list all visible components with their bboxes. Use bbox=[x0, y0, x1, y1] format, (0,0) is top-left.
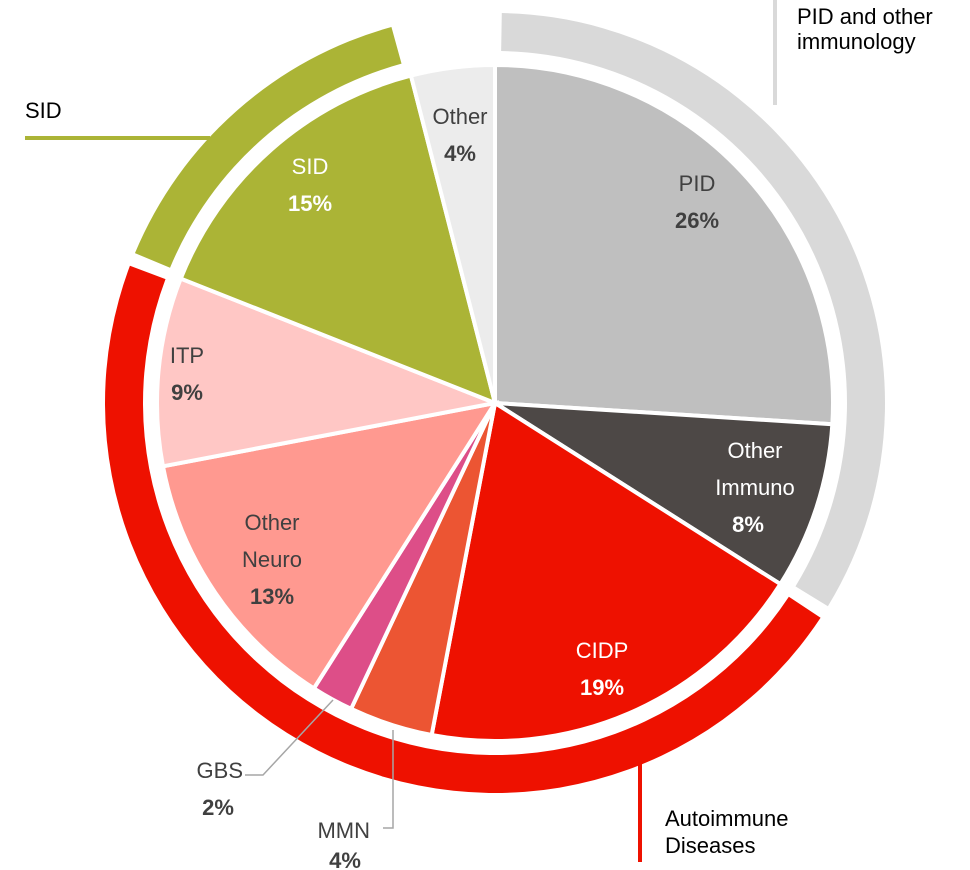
pie-slice bbox=[493, 401, 835, 587]
slice-label: CIDP bbox=[576, 638, 629, 663]
leader-line bbox=[383, 730, 394, 829]
slice-label: SID bbox=[292, 154, 329, 179]
slice-value-label: 9% bbox=[171, 380, 203, 405]
slice-label: Other Immuno bbox=[715, 438, 794, 500]
slice-value-label: 4% bbox=[329, 848, 361, 870]
slice-label: ITP bbox=[170, 343, 204, 368]
slice-label: Other bbox=[432, 104, 487, 129]
pie-slice bbox=[155, 275, 503, 469]
slice-label: Other Neuro bbox=[242, 510, 302, 572]
pie-slice bbox=[493, 62, 835, 427]
pie-slice bbox=[408, 62, 497, 404]
group-label: PID and other immunology bbox=[797, 4, 933, 54]
group-ring bbox=[134, 27, 402, 268]
slice-value-label: 15% bbox=[288, 191, 332, 216]
slice-label: PID bbox=[679, 171, 716, 196]
slice-label: GBS bbox=[197, 758, 243, 783]
group-ring bbox=[501, 13, 886, 607]
slice-label: MMN bbox=[317, 818, 370, 843]
pie-slice bbox=[160, 400, 500, 692]
slice-value-label: 19% bbox=[580, 675, 624, 700]
group-label: Autoimmune Diseases bbox=[665, 806, 789, 858]
slice-value-label: 26% bbox=[675, 208, 719, 233]
slice-value-label: 4% bbox=[444, 141, 476, 166]
pie-slice bbox=[178, 73, 498, 407]
slice-value-label: 2% bbox=[202, 795, 234, 820]
group-label: SID bbox=[25, 98, 62, 123]
slice-value-label: 8% bbox=[732, 512, 764, 537]
leader-line bbox=[245, 699, 334, 776]
pie-slice bbox=[429, 399, 784, 743]
slice-value-label: 13% bbox=[250, 584, 294, 609]
